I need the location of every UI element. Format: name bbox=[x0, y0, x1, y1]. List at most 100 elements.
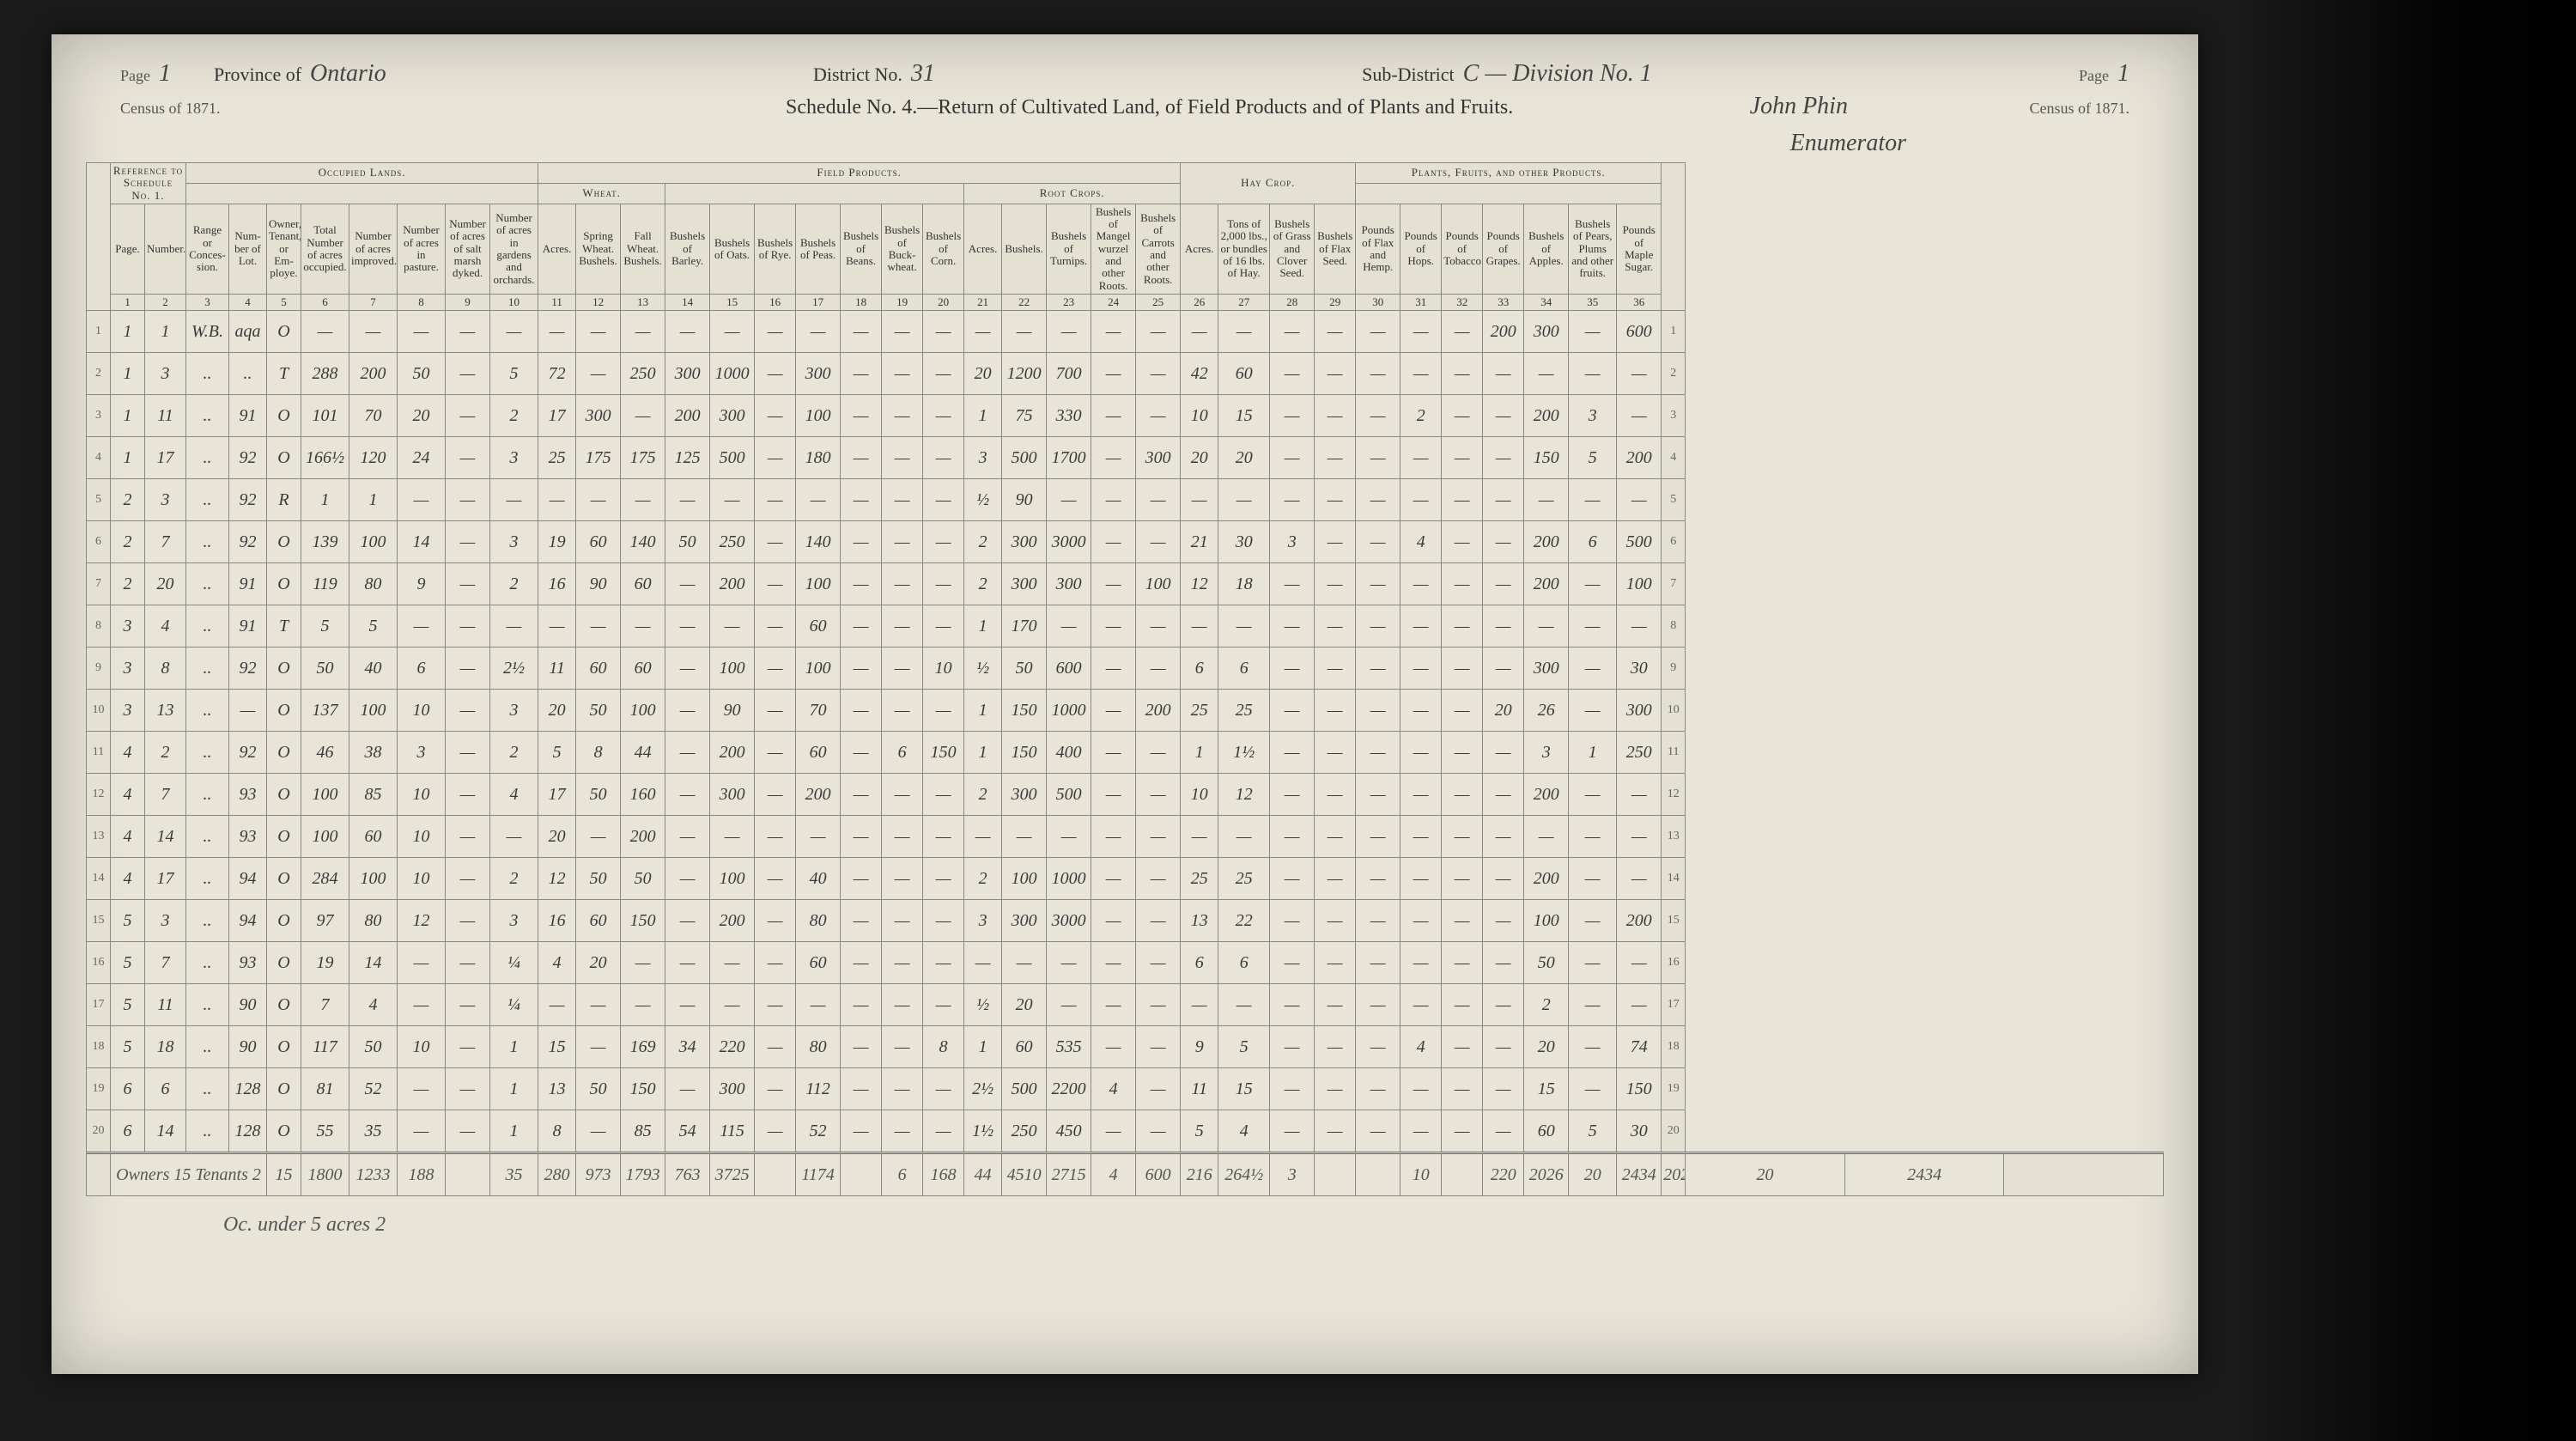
cell: — bbox=[1400, 479, 1442, 521]
cell: 5 bbox=[349, 605, 398, 648]
page-right-label: Page bbox=[2079, 67, 2109, 85]
cell: — bbox=[1136, 942, 1181, 984]
row-index-left: 7 bbox=[87, 563, 111, 605]
cell: 25 bbox=[1181, 690, 1218, 732]
row-index-right: 18 bbox=[1662, 1026, 1686, 1068]
totals-cell: 6 bbox=[882, 1153, 923, 1196]
cell: 1000 bbox=[1047, 690, 1091, 732]
cell: — bbox=[755, 1110, 796, 1153]
cell: 1 bbox=[964, 395, 1002, 437]
cell: 10 bbox=[398, 858, 446, 900]
cell: 17 bbox=[145, 437, 186, 479]
cell: 250 bbox=[1617, 732, 1662, 774]
cell: 2 bbox=[964, 521, 1002, 563]
cell: 17 bbox=[145, 858, 186, 900]
cell: 300 bbox=[710, 395, 755, 437]
cell: 80 bbox=[349, 563, 398, 605]
cell: — bbox=[755, 437, 796, 479]
cell: — bbox=[1483, 732, 1524, 774]
cell: — bbox=[490, 816, 538, 858]
table-row: 213....T28820050—572—2503001000—300———20… bbox=[87, 353, 2164, 395]
cell: 20 bbox=[538, 690, 576, 732]
col-label: Number. bbox=[145, 204, 186, 294]
totals-cell: 1793 bbox=[621, 1153, 665, 1196]
col-number: 17 bbox=[796, 294, 841, 310]
cell: — bbox=[923, 605, 964, 648]
col-number: 14 bbox=[665, 294, 710, 310]
totals-cell: 4 bbox=[1091, 1153, 1136, 1196]
col-number: 3 bbox=[186, 294, 229, 310]
cell: — bbox=[1136, 1110, 1181, 1153]
cell: — bbox=[1400, 1110, 1442, 1153]
header-line-2: Census of 1871. Schedule No. 4.—Return o… bbox=[86, 93, 2164, 131]
cell: — bbox=[1569, 690, 1617, 732]
cell: 284 bbox=[301, 858, 349, 900]
cell: — bbox=[1483, 648, 1524, 690]
cell: 5 bbox=[111, 942, 145, 984]
totals-cell bbox=[1356, 1153, 1400, 1196]
cell: 4 bbox=[1400, 1026, 1442, 1068]
cell: 4 bbox=[1218, 1110, 1270, 1153]
cell: — bbox=[665, 479, 710, 521]
cell: — bbox=[1483, 563, 1524, 605]
cell: — bbox=[1442, 774, 1483, 816]
cell: 300 bbox=[710, 774, 755, 816]
cell: 13 bbox=[1181, 900, 1218, 942]
cell: — bbox=[621, 395, 665, 437]
cell: 1 bbox=[111, 437, 145, 479]
cell: — bbox=[1091, 774, 1136, 816]
cell: 3 bbox=[1569, 395, 1617, 437]
cell: 175 bbox=[621, 437, 665, 479]
cell: 93 bbox=[229, 774, 267, 816]
cell: 11 bbox=[538, 648, 576, 690]
cell: — bbox=[841, 984, 882, 1026]
cell: — bbox=[446, 479, 490, 521]
cell: — bbox=[1442, 942, 1483, 984]
row-index-right: 10 bbox=[1662, 690, 1686, 732]
cell: — bbox=[1524, 816, 1569, 858]
cell: ¼ bbox=[490, 942, 538, 984]
cell: 20 bbox=[145, 563, 186, 605]
cell: — bbox=[1617, 479, 1662, 521]
cell: O bbox=[267, 732, 301, 774]
cell: — bbox=[1218, 984, 1270, 1026]
cell: 200 bbox=[1136, 690, 1181, 732]
cell: 4 bbox=[538, 942, 576, 984]
cell: — bbox=[1483, 395, 1524, 437]
cell: 20 bbox=[538, 816, 576, 858]
col-label: Number of acres in pasture. bbox=[398, 204, 446, 294]
cell: 5 bbox=[301, 605, 349, 648]
col-label: Acres. bbox=[538, 204, 576, 294]
cell: 91 bbox=[229, 605, 267, 648]
cell: — bbox=[1270, 690, 1315, 732]
cell: — bbox=[1270, 1068, 1315, 1110]
cell: — bbox=[882, 648, 923, 690]
cell: — bbox=[923, 774, 964, 816]
cell: 137 bbox=[301, 690, 349, 732]
table-row: 1966..128O8152——11350150—300—112———2½500… bbox=[87, 1068, 2164, 1110]
cell: — bbox=[1091, 942, 1136, 984]
cell: — bbox=[1483, 437, 1524, 479]
col-number: 33 bbox=[1483, 294, 1524, 310]
cell: — bbox=[665, 858, 710, 900]
cell: — bbox=[755, 900, 796, 942]
cell: 10 bbox=[398, 816, 446, 858]
cell: 60 bbox=[796, 605, 841, 648]
cell: 3 bbox=[490, 437, 538, 479]
cell: — bbox=[1270, 942, 1315, 984]
cell: 115 bbox=[710, 1110, 755, 1153]
table-row: 523..92R11—————————————½90——————————————… bbox=[87, 479, 2164, 521]
cell: 21 bbox=[1181, 521, 1218, 563]
totals-cell: 280 bbox=[538, 1153, 576, 1196]
cell: — bbox=[1483, 984, 1524, 1026]
cell: — bbox=[710, 311, 755, 353]
cell: 700 bbox=[1047, 353, 1091, 395]
cell: — bbox=[1442, 1026, 1483, 1068]
cell: 94 bbox=[229, 858, 267, 900]
cell: .. bbox=[229, 353, 267, 395]
cell: — bbox=[1315, 690, 1356, 732]
cell: — bbox=[398, 479, 446, 521]
cell: — bbox=[882, 942, 923, 984]
cell: — bbox=[964, 942, 1002, 984]
subdistrict-value: C — Division No. 1 bbox=[1463, 60, 1652, 88]
